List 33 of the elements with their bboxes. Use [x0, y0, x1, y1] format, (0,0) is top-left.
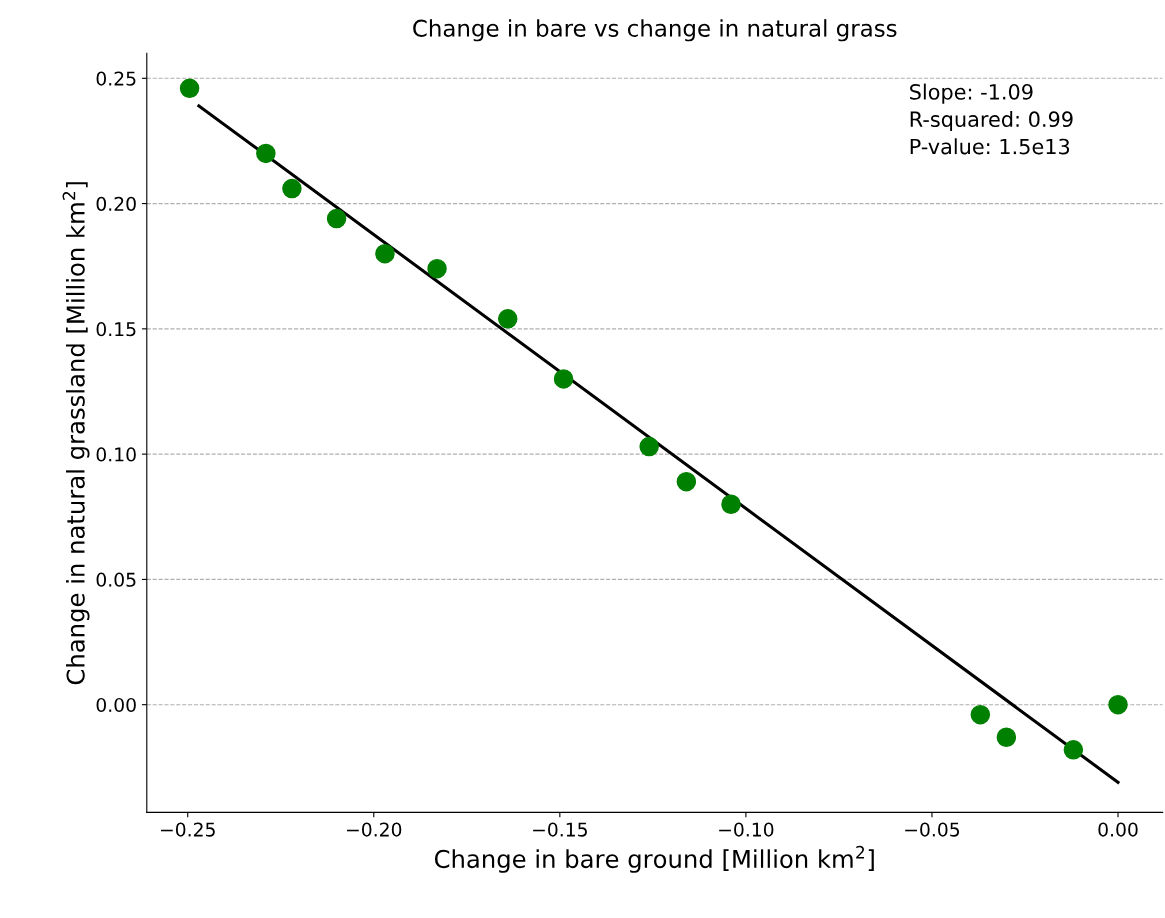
point	[497, 309, 518, 329]
point	[256, 143, 276, 164]
y-axis-title: Change in natural grassland [Million km$^{2}$]	[62, 182, 90, 685]
point	[676, 471, 697, 492]
annotation: Slope: -1.09	[910, 83, 1033, 104]
annotation: R-squared: 0.99	[910, 110, 1073, 132]
y-tick-label: 0.05	[96, 572, 136, 587]
x-tick-label: −0.05	[905, 822, 960, 837]
point	[282, 178, 302, 199]
chart-title: Change in bare vs change in natural grass	[413, 19, 897, 42]
point	[427, 258, 447, 279]
y-tick-label: 0.25	[96, 71, 136, 86]
x-tick-label: −0.15	[533, 822, 587, 837]
y-tick-label: 0.00	[96, 697, 136, 713]
y-tick-label: 0.10	[96, 447, 136, 462]
x-axis-title: Change in bare ground [Million km$^{2}$]	[434, 845, 874, 873]
point	[1108, 694, 1128, 715]
point	[1063, 740, 1084, 760]
point	[639, 436, 659, 457]
x-tick-label: 0.00	[1098, 822, 1138, 837]
annotation: P-value: 1.5e13	[910, 138, 1070, 155]
x-tick-label: −0.10	[719, 822, 774, 837]
y-tick-label: 0.15	[96, 322, 136, 337]
x-tick-label: −0.25	[160, 822, 215, 837]
point	[375, 243, 395, 264]
point	[326, 208, 347, 229]
point	[721, 494, 741, 514]
point	[553, 369, 574, 389]
point	[996, 727, 1017, 748]
point	[179, 78, 200, 99]
point	[970, 704, 991, 725]
y-tick-label: 0.20	[96, 196, 136, 211]
x-tick-label: −0.20	[347, 822, 402, 837]
